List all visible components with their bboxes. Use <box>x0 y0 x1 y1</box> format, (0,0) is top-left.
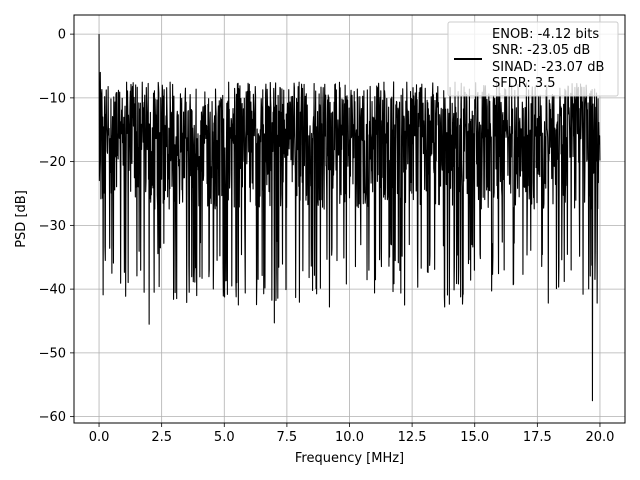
x-tick-label: 7.5 <box>277 430 298 445</box>
legend-box <box>447 21 619 97</box>
x-tick-label: 2.5 <box>151 430 172 445</box>
x-axis-ticks: 0.0 2.5 5.0 7.5 10.0 12.5 15.0 17.5 20.0 <box>89 423 614 445</box>
psd-series-line <box>98 34 601 402</box>
y-tick-label: −40 <box>39 283 66 298</box>
x-tick-label: 17.5 <box>523 430 552 445</box>
plot-area <box>98 34 601 402</box>
y-axis-ticks: 0 −10 −20 −30 −40 −50 −60 <box>39 28 74 425</box>
legend-line-3: SINAD: -23.07 dB <box>492 60 604 75</box>
y-tick-label: −30 <box>39 219 66 234</box>
x-tick-label: 15.0 <box>460 430 489 445</box>
legend: ENOB: -4.12 bits SNR: -23.05 dB SINAD: -… <box>447 21 619 97</box>
y-tick-label: 0 <box>58 28 66 43</box>
y-tick-label: −50 <box>39 346 66 361</box>
x-tick-label: 10.0 <box>335 430 364 445</box>
x-tick-label: 12.5 <box>398 430 427 445</box>
x-tick-label: 0.0 <box>89 430 110 445</box>
y-tick-label: −60 <box>39 410 66 425</box>
legend-line-2: SNR: -23.05 dB <box>492 43 590 58</box>
legend-line-1: ENOB: -4.12 bits <box>492 27 599 42</box>
y-tick-label: −10 <box>39 91 66 106</box>
x-axis-label: Frequency [MHz] <box>295 451 404 466</box>
x-tick-label: 5.0 <box>214 430 235 445</box>
y-axis-label: PSD [dB] <box>14 190 29 248</box>
legend-line-4: SFDR: 3.5 <box>492 76 556 91</box>
x-tick-label: 20.0 <box>585 430 614 445</box>
y-tick-label: −20 <box>39 155 66 170</box>
